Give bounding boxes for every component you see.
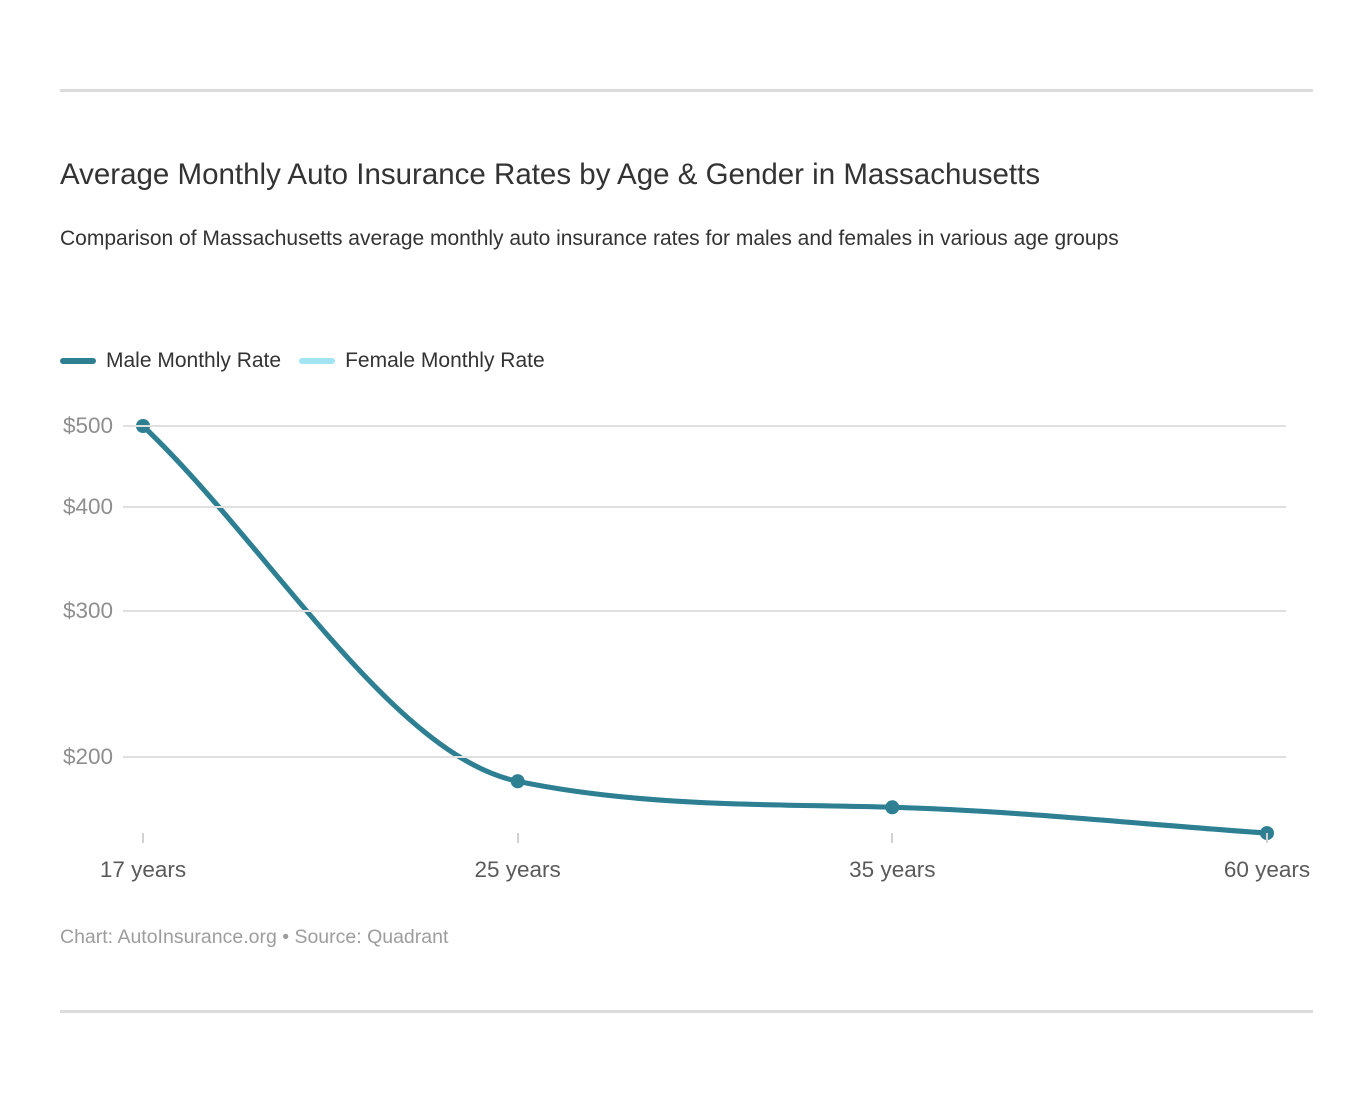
series-line-male: [140, 423, 1270, 836]
chart-area: $500 $400 $300 $200 17 years 25 years 35 years…: [60, 400, 1313, 890]
legend: Male Monthly Rate Female Monthly Rate: [60, 347, 545, 375]
x-tick-mark-1: [516, 833, 519, 843]
gridline-300: [123, 609, 1286, 612]
gridline-200: [123, 756, 1286, 758]
x-axis-label-3: 60 years: [1223, 857, 1311, 882]
gridline-400: [123, 505, 1286, 508]
data-point-male-1: [510, 774, 525, 789]
x-tick-mark-3: [1266, 833, 1268, 843]
y-axis-label-400: $400: [63, 493, 114, 519]
y-axis-label-300: $300: [63, 597, 114, 623]
x-axis-label-1: 25 years: [474, 857, 561, 882]
y-axis-label-500: $500: [63, 413, 114, 438]
chart-subtitle: Comparison of Massachusetts average mont…: [60, 227, 1119, 250]
legend-label-male: Male Monthly Rate: [106, 349, 282, 372]
legend-label-female: Female Monthly Rate: [345, 349, 545, 372]
x-axis-label-2: 35 years: [849, 857, 936, 882]
bottom-divider: [60, 1010, 1313, 1013]
female-line-swatch-icon: [299, 358, 336, 364]
top-divider: [60, 89, 1313, 92]
legend-item-female: Female Monthly Rate: [299, 347, 545, 375]
x-tick-mark-2: [891, 833, 894, 843]
series-line-female: [140, 423, 1270, 836]
line-plot: [136, 419, 1274, 841]
chart-footer: Chart: AutoInsurance.org • Source: Quadr…: [60, 926, 449, 948]
legend-item-male: Male Monthly Rate: [60, 347, 281, 375]
chart-title: Average Monthly Auto Insurance Rates by …: [60, 158, 1041, 191]
y-axis-label-200: $200: [63, 744, 114, 769]
x-tick-mark-0: [142, 833, 144, 843]
male-line-swatch-icon: [60, 358, 96, 364]
gridline-500: [123, 425, 1286, 427]
data-point-male-2: [885, 800, 900, 815]
x-axis-label-0: 17 years: [99, 857, 187, 882]
